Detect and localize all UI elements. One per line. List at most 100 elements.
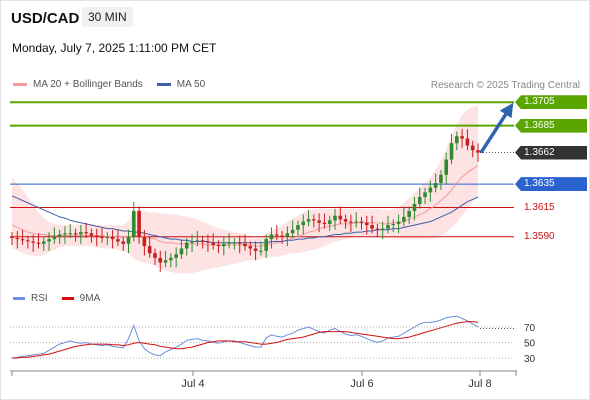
candle-body — [423, 192, 427, 198]
candle-body — [349, 221, 353, 223]
candle-body — [312, 219, 316, 221]
level-label-0: 1.3705 — [515, 95, 587, 110]
chart-legend: MA 20 + Bollinger Bands MA 50 — [13, 79, 205, 90]
candle-body — [428, 187, 433, 193]
candle-body — [63, 233, 67, 235]
candle-body — [274, 234, 279, 236]
candle-body — [380, 228, 385, 230]
legend-ma20: MA 20 + Bollinger Bands — [33, 79, 143, 90]
candle-body — [184, 242, 189, 249]
timestamp: Monday, July 7, 2025 1:11:00 PM CET — [12, 41, 217, 55]
candle-body — [222, 243, 226, 247]
candle-body — [417, 197, 422, 205]
candle-body — [412, 204, 417, 212]
candle-body — [126, 236, 131, 244]
candle-body — [359, 221, 364, 223]
candle-body — [465, 138, 470, 146]
candle-body — [36, 242, 41, 244]
candle-body — [142, 236, 147, 247]
rsi-swatch — [13, 297, 25, 300]
x-label-0: Jul 4 — [181, 378, 204, 390]
level-label-3: 1.3635 — [515, 177, 587, 192]
candle-body — [391, 223, 396, 226]
candle-body — [57, 234, 62, 237]
candle-body — [306, 219, 311, 222]
rsi-tick-30: 30 — [524, 354, 536, 365]
x-label-2: Jul 8 — [468, 378, 491, 390]
candle-body — [354, 221, 359, 223]
rsi-tick-70: 70 — [524, 323, 536, 334]
candle-body — [322, 222, 327, 224]
level-label-1: 1.3685 — [515, 118, 587, 133]
candle-body — [79, 232, 83, 235]
legend-rsi-ma: 9MA — [79, 293, 101, 304]
legend-ma50: MA 50 — [176, 79, 206, 90]
candle-body — [444, 159, 449, 175]
rsi-ma-swatch — [61, 297, 74, 300]
candle-body — [264, 239, 268, 251]
candle-body — [386, 225, 390, 229]
candle-body — [116, 239, 120, 242]
candle-body — [396, 221, 401, 224]
candle-body — [206, 241, 210, 243]
candle-body — [41, 241, 46, 244]
candle-body — [169, 257, 173, 261]
candle-body — [343, 219, 348, 222]
candle-body — [407, 211, 411, 217]
candle-body — [248, 246, 253, 249]
level-label-5: 1.3590 — [524, 230, 555, 242]
candle-body — [131, 211, 136, 237]
candle-body — [163, 260, 168, 263]
candle-body — [52, 236, 57, 240]
candle-body — [31, 241, 35, 243]
candle-body — [105, 236, 110, 238]
candle-body — [232, 242, 237, 244]
level-label-4: 1.3615 — [524, 201, 555, 213]
candle-body — [296, 225, 300, 230]
candle-body — [211, 242, 216, 245]
candle-body — [190, 241, 194, 243]
candle-body — [195, 240, 200, 242]
rsi-legend: RSI 9MA — [13, 293, 100, 304]
candle-body — [338, 215, 343, 220]
legend-rsi: RSI — [31, 293, 48, 304]
candle-body — [174, 254, 178, 258]
candle-body — [301, 221, 306, 226]
candle-body — [290, 229, 295, 234]
candle-body — [449, 143, 454, 160]
rsi-series-9ma — [12, 321, 479, 359]
candle-body — [10, 236, 14, 238]
x-label-1: Jul 6 — [350, 378, 373, 390]
ma20-swatch — [13, 83, 27, 86]
candle-body — [327, 220, 332, 224]
candle-body — [317, 220, 321, 223]
candle-body — [259, 250, 263, 252]
candle-body — [89, 233, 94, 236]
candle-body — [147, 246, 152, 254]
candle-body — [253, 248, 258, 251]
candle-body — [470, 145, 475, 151]
candle-body — [47, 239, 51, 242]
candle-body — [121, 241, 126, 244]
candle-body — [20, 239, 25, 241]
candle-body — [460, 136, 464, 139]
candle-body — [333, 215, 337, 221]
ma50-swatch — [156, 83, 171, 86]
candle-body — [84, 232, 88, 234]
candle-body — [476, 150, 480, 153]
candle-body — [439, 174, 443, 183]
projection-arrow — [479, 102, 514, 154]
candle-body — [370, 225, 374, 229]
rsi-series-rsi — [11, 315, 479, 359]
candle-body — [137, 211, 141, 237]
candle-body — [153, 253, 157, 258]
candle-body — [375, 228, 380, 230]
candle-body — [227, 242, 231, 244]
level-label-2: 1.3662 — [515, 145, 587, 160]
candle-body — [200, 240, 205, 242]
candle-body — [216, 245, 221, 247]
candle-body — [26, 240, 30, 242]
timeframe-badge[interactable]: 30 MIN — [82, 7, 133, 27]
candle-body — [243, 243, 247, 247]
